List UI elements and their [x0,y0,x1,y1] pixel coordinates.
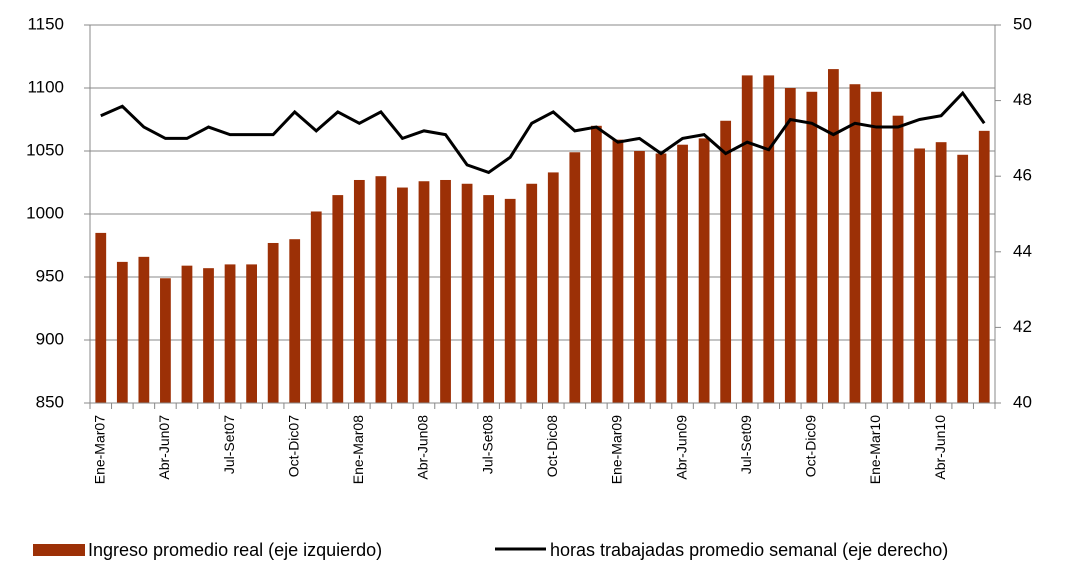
y-tick-label: 1050 [26,140,64,159]
x-tick-label: Oct-Dic09 [803,415,819,477]
legend-swatch [33,544,85,556]
bar [871,91,882,403]
y2-tick-label: 50 [1013,14,1032,33]
bar [634,151,645,403]
x-tick-label: Jul-Set09 [738,415,754,474]
bar [569,152,581,403]
y-tick-label: 950 [36,266,64,285]
bar [741,75,753,404]
y-tick-label: 1100 [27,77,64,96]
y2-tick-label: 44 [1013,241,1032,260]
bar [935,142,947,403]
bar [504,198,516,403]
x-tick-label: Oct-Dic07 [285,415,301,477]
bar [526,183,538,403]
bar [267,242,279,403]
x-tick-label: Ene-Mar10 [867,415,883,484]
x-tick-label: Oct-Dic08 [544,415,560,477]
bar [203,268,214,403]
bar [440,179,451,403]
y-tick-label: 850 [36,392,64,411]
bar [612,139,624,403]
bar [461,183,473,403]
bar [784,88,796,403]
line [100,90,986,175]
bar [828,69,839,403]
bar [138,256,150,403]
y-tick-label: 1000 [26,203,64,222]
bar [590,125,602,404]
bar [892,115,904,403]
bar [289,239,301,403]
y2-tick-label: 40 [1013,392,1032,411]
x-tick-label: Ene-Mar08 [350,415,366,484]
bar [763,75,775,404]
y2-tick-label: 46 [1013,166,1032,185]
y2-tick-label: 42 [1013,317,1032,336]
y2-tick-label: 48 [1013,90,1032,109]
x-tick-label: Jul-Set08 [479,415,495,474]
legend-label: horas trabajadas promedio semanal (eje d… [550,540,948,560]
x-tick-label: Abr-Jun10 [932,415,948,480]
legend-label: Ingreso promedio real (eje izquierdo) [88,540,382,560]
bar [483,195,495,403]
bar [806,91,818,403]
bar [332,195,344,403]
bar [720,120,732,403]
bar [957,154,969,403]
bar [849,84,861,403]
y-tick-label: 1150 [27,14,64,33]
bar [914,148,925,403]
bar [698,138,710,403]
x-tick-label: Ene-Mar09 [609,415,625,484]
y-tick-label: 900 [36,329,64,348]
bar [375,176,387,403]
bar [978,130,990,403]
bar [397,187,408,403]
bar [353,179,365,403]
bar [310,211,322,403]
bar [181,265,193,403]
bar [418,181,430,403]
bar [160,278,171,403]
x-tick-label: Jul-Set07 [221,415,237,474]
x-tick-label: Ene-Mar07 [91,415,107,484]
bar [655,153,667,403]
x-tick-label: Abr-Jun07 [156,415,172,480]
bar [547,172,559,403]
bar [224,264,236,403]
x-tick-label: Abr-Jun08 [415,415,431,480]
x-tick-label: Abr-Jun09 [673,415,689,480]
bar [116,261,128,403]
bar [95,232,107,403]
bar [246,264,257,403]
bar [677,144,688,403]
